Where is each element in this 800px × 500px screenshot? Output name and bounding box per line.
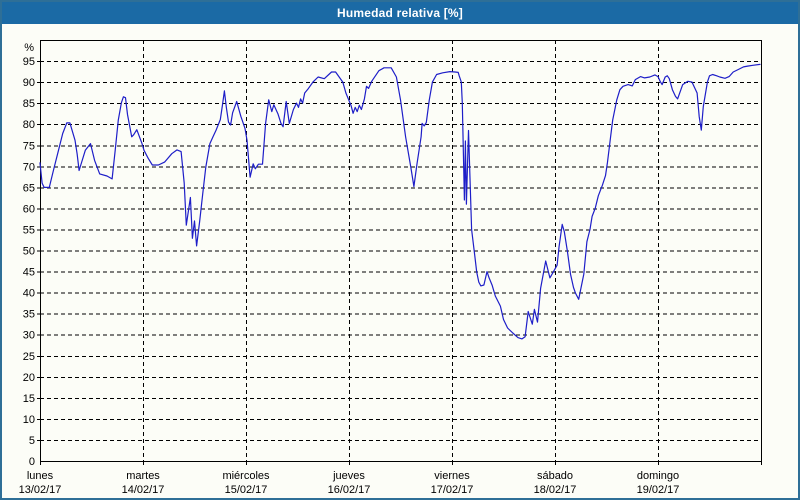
series-line-humedad-relativa [39, 63, 761, 340]
y-tick-label: 10 [23, 414, 35, 426]
y-tick-label: 90 [23, 77, 35, 89]
y-tick-label: 30 [23, 330, 35, 342]
y-tick-label: 0 [29, 456, 35, 468]
window-title: Humedad relativa [%] [336, 6, 464, 20]
y-axis-unit-label: % [24, 42, 34, 54]
x-date-label: 15/02/17 [225, 484, 268, 496]
x-date-label: 17/02/17 [431, 484, 474, 496]
y-tick-label: 55 [23, 224, 35, 236]
x-date-label: 18/02/17 [534, 484, 577, 496]
x-date-label: 19/02/17 [637, 484, 680, 496]
y-tick-label: 5 [29, 435, 35, 447]
x-axis-labels: lunes 13/02/17 martes 14/02/17 miércoles 15/0… [19, 470, 680, 496]
gridlines [37, 40, 762, 465]
plot-border [40, 40, 762, 462]
y-tick-label: 65 [23, 182, 35, 194]
y-tick-label: 60 [23, 203, 35, 215]
x-day-label: lunes [27, 470, 54, 482]
y-tick-label: 75 [23, 140, 35, 152]
y-tick-label: 85 [23, 98, 35, 110]
x-date-label: 16/02/17 [328, 484, 371, 496]
y-tick-label: 20 [23, 372, 35, 384]
x-day-label: viernes [434, 470, 470, 482]
x-date-label: 14/02/17 [122, 484, 165, 496]
humidity-line-chart: 0 5 10 15 20 25 30 35 40 45 50 55 60 65 70 75 80 85 90 95% l… [19, 40, 762, 496]
chart-container: 0 5 10 15 20 25 30 35 40 45 50 55 60 65 70 75 80 85 90 95% l… [2, 24, 798, 498]
y-tick-label: 35 [23, 309, 35, 321]
x-date-label: 13/02/17 [19, 484, 62, 496]
y-tick-label: 45 [23, 267, 35, 279]
x-day-label: sábado [537, 470, 573, 482]
x-day-label: domingo [637, 470, 679, 482]
y-tick-label: 50 [23, 246, 35, 258]
y-tick-label: 40 [23, 288, 35, 300]
y-tick-label: 80 [23, 119, 35, 131]
y-tick-label: 25 [23, 351, 35, 363]
y-axis-labels: 0 5 10 15 20 25 30 35 40 45 50 55 60 65 70 75 80 85 90 95% [23, 42, 35, 468]
window-titlebar: Humedad relativa [%] [2, 2, 798, 24]
y-tick-label: 95 [23, 56, 35, 68]
x-day-label: jueves [332, 470, 365, 482]
x-day-label: miércoles [222, 470, 270, 482]
y-tick-label: 70 [23, 161, 35, 173]
x-day-label: martes [126, 470, 160, 482]
y-tick-label: 15 [23, 393, 35, 405]
